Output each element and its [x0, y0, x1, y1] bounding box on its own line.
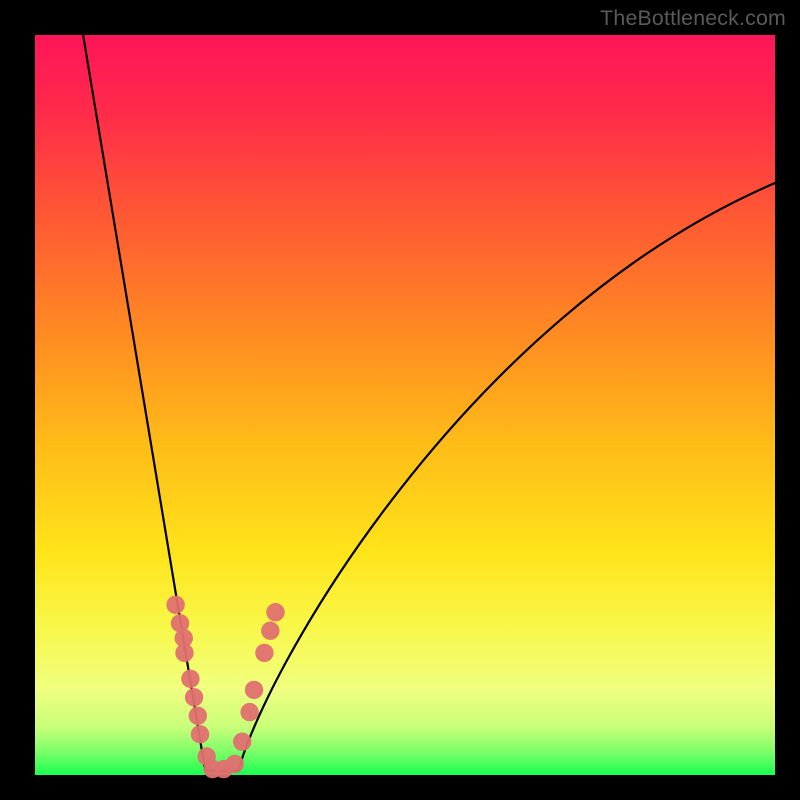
data-markers: [166, 596, 284, 779]
stage: TheBottleneck.com: [0, 0, 800, 800]
data-marker: [245, 681, 263, 699]
data-marker: [266, 603, 284, 621]
data-marker: [175, 644, 193, 662]
data-marker: [233, 733, 251, 751]
data-marker: [191, 725, 209, 743]
data-marker: [166, 596, 184, 614]
data-marker: [226, 755, 244, 773]
watermark-text: TheBottleneck.com: [600, 6, 786, 31]
data-marker: [189, 707, 207, 725]
data-marker: [240, 703, 258, 721]
data-marker: [181, 670, 199, 688]
plot-area: [35, 35, 775, 775]
data-marker: [185, 688, 203, 706]
curve-layer: [35, 35, 775, 775]
data-marker: [261, 622, 279, 640]
data-marker: [255, 644, 273, 662]
